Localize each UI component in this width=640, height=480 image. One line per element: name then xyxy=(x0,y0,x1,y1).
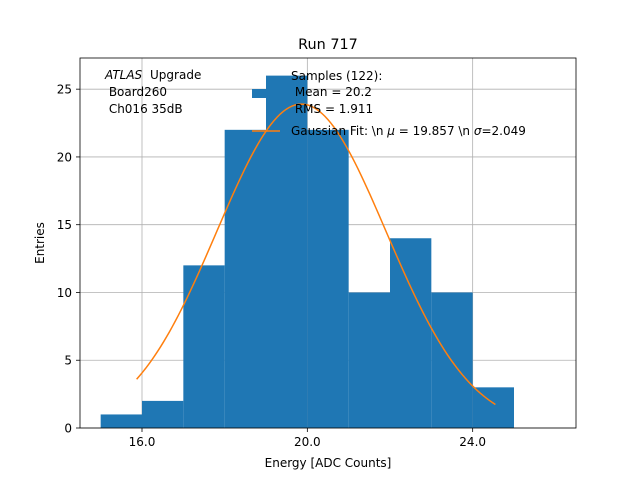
legend-fit-label: Gaussian Fit: \n μ = 19.857 \n σ=2.049 xyxy=(291,124,526,138)
chart-title: Run 717 xyxy=(298,37,358,53)
histogram-bar xyxy=(390,238,432,428)
legend-hist-line-3: RMS = 1.911 xyxy=(291,102,373,116)
annotation-line-3: Ch016 35dB xyxy=(105,102,183,116)
histogram-bar xyxy=(224,129,266,429)
atlas-annotation: ATLAS Upgrade Board260 Ch016 35dB xyxy=(104,68,201,116)
legend-fit-sigma-symbol: σ xyxy=(474,124,482,138)
x-axis-label: Energy [ADC Counts] xyxy=(265,456,392,470)
y-tick-label: 25 xyxy=(57,83,72,97)
legend-hist-line-2: Mean = 20.2 xyxy=(291,85,372,99)
y-axis-ticks: 0 5 10 15 20 25 xyxy=(57,83,80,436)
histogram-bar xyxy=(142,400,184,428)
y-tick-label: 0 xyxy=(64,422,72,436)
legend-fit-mu-value: = 19.857 \n xyxy=(395,124,474,138)
x-tick-label: 16.0 xyxy=(129,435,156,449)
x-axis-ticks: 16.0 20.0 24.0 xyxy=(129,428,486,449)
annotation-line-1: ATLAS Upgrade xyxy=(104,68,201,82)
legend-fit-mu-symbol: μ xyxy=(386,124,395,138)
histogram-bars xyxy=(100,75,514,429)
histogram-bar xyxy=(307,129,349,429)
gaussian-fit-curve xyxy=(136,103,496,406)
legend-hist-line-1: Samples (122): xyxy=(291,69,382,83)
histogram-bar xyxy=(266,75,308,428)
legend-fit-prefix: Gaussian Fit: \n xyxy=(291,124,387,138)
y-tick-label: 15 xyxy=(57,218,72,232)
histogram-bar xyxy=(100,414,142,428)
y-tick-label: 20 xyxy=(57,150,72,164)
y-tick-label: 5 xyxy=(64,354,72,368)
x-tick-label: 24.0 xyxy=(459,435,486,449)
annotation-line-2: Board260 xyxy=(105,85,167,99)
legend: Samples (122): Mean = 20.2 RMS = 1.911 G… xyxy=(252,69,526,138)
x-tick-label: 20.0 xyxy=(294,435,321,449)
histogram-bar xyxy=(472,387,514,428)
histogram-bar xyxy=(183,265,225,428)
legend-fit-sigma-value: =2.049 xyxy=(481,124,525,138)
annotation-upgrade: Upgrade xyxy=(150,68,201,82)
histogram-bar xyxy=(348,292,390,428)
annotation-atlas: ATLAS xyxy=(104,68,143,82)
plot-frame xyxy=(79,57,577,429)
y-axis-label: Entries xyxy=(33,222,47,264)
legend-hist-swatch xyxy=(252,89,280,98)
y-tick-label: 10 xyxy=(57,286,72,300)
